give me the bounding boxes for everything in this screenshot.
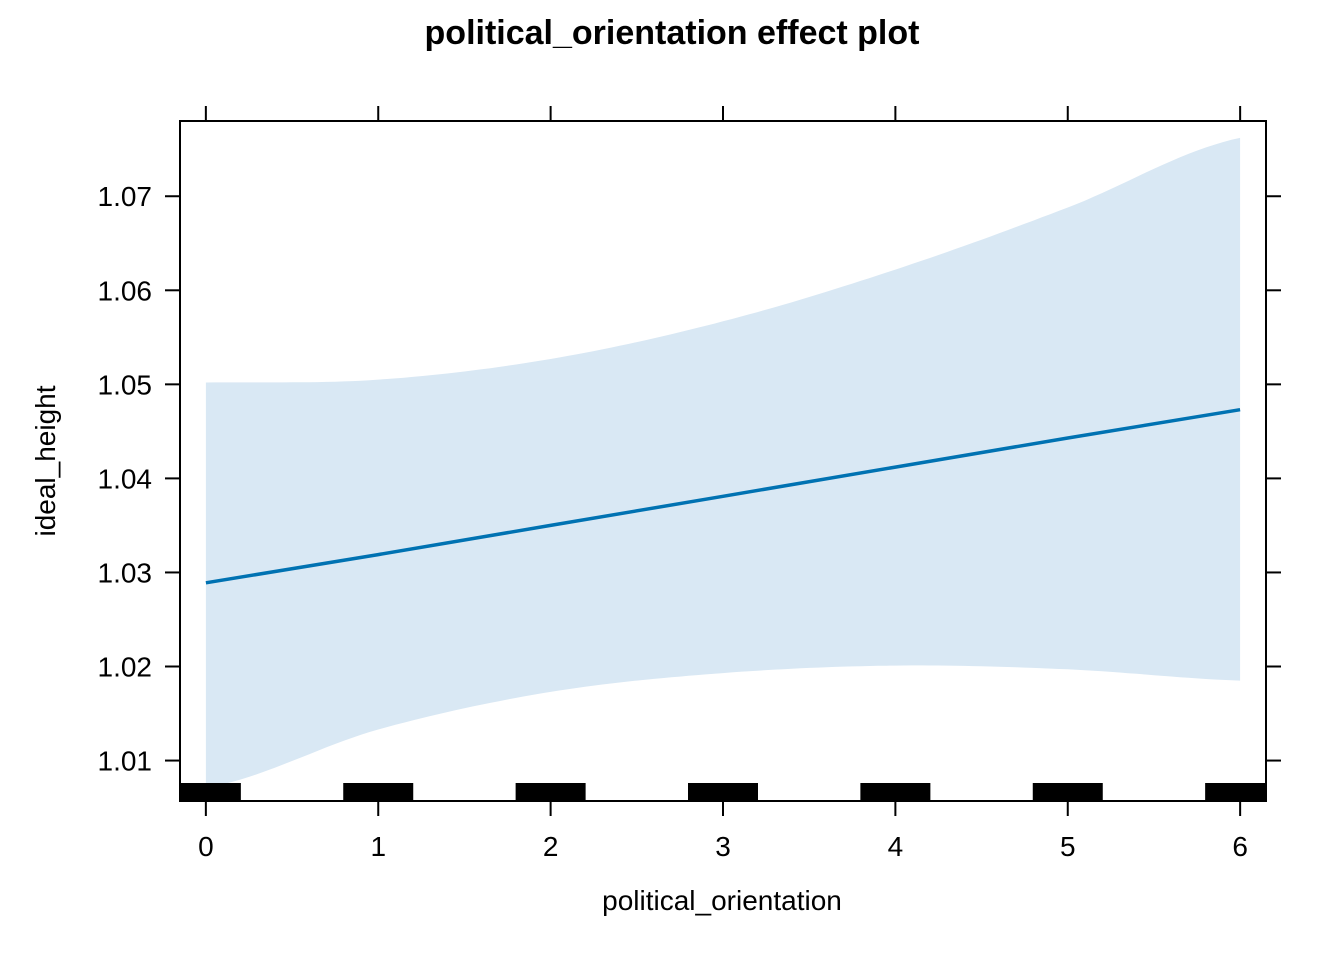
x-axis-label: political_orientation — [602, 885, 842, 916]
y-tick-label-6: 1.07 — [98, 181, 153, 212]
confidence-band-0 — [205, 137, 1241, 788]
x-tick-label-1: 1 — [370, 831, 386, 862]
y-tick-label-1: 1.02 — [98, 652, 153, 683]
rug-mark-3 — [688, 783, 758, 801]
rug-mark-5 — [1032, 783, 1103, 801]
x-tick-label-2: 2 — [543, 831, 559, 862]
fit-line-layer — [205, 407, 1241, 585]
y-tick-label-2: 1.03 — [98, 557, 153, 588]
x-tick-label-5: 5 — [1060, 831, 1076, 862]
fit-line-0 — [205, 407, 1241, 585]
x-tick-label-4: 4 — [888, 831, 904, 862]
axes-layer — [165, 106, 1281, 816]
tick-labels-layer: 0 1 2 3 4 5 6 1.01 1.02 1.03 1.04 1.05 1.06 1.07 — [98, 181, 1248, 862]
x-tick-label-0: 0 — [198, 831, 214, 862]
rug-mark-6 — [1205, 783, 1266, 801]
rug-mark-1 — [343, 783, 414, 801]
x-tick-label-6: 6 — [1232, 831, 1248, 862]
confidence-band-layer — [205, 137, 1241, 788]
rug-mark-0 — [180, 783, 241, 801]
y-axis-label: ideal_height — [30, 385, 61, 536]
rug-mark-4 — [860, 783, 931, 801]
rug-layer — [180, 783, 1266, 801]
chart-title: political_orientation effect plot — [425, 14, 920, 52]
y-tick-label-0: 1.01 — [98, 746, 153, 777]
y-tick-label-4: 1.05 — [98, 369, 153, 400]
y-tick-label-3: 1.04 — [98, 463, 153, 494]
x-tick-label-3: 3 — [715, 831, 731, 862]
y-tick-label-5: 1.06 — [98, 275, 153, 306]
rug-mark-2 — [515, 783, 586, 801]
